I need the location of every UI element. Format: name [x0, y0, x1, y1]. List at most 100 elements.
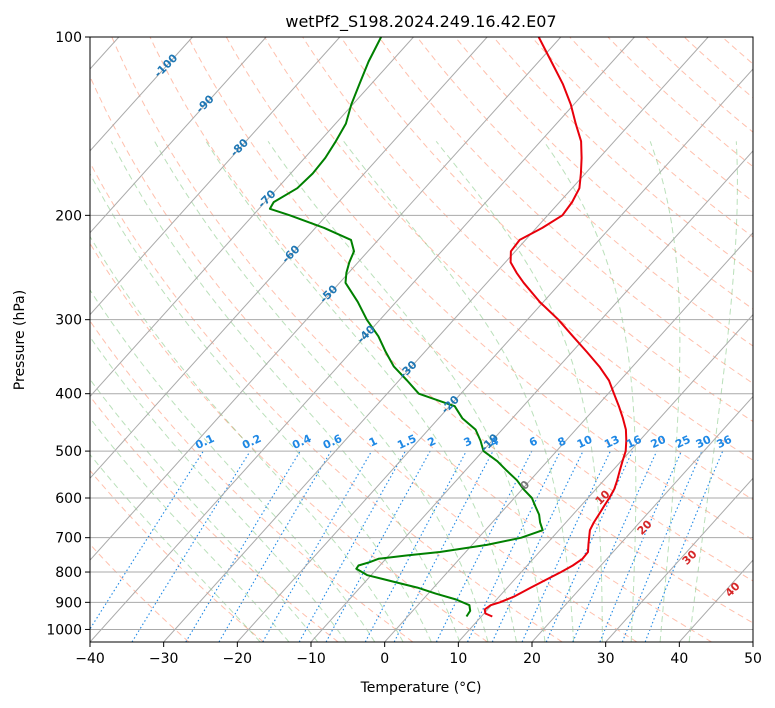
moist-adiabat: [543, 141, 637, 642]
isotherm-line: [752, 641, 753, 642]
y-tick-label: 800: [55, 565, 82, 581]
isotherm-line: [531, 395, 753, 642]
isotherm-line: [90, 37, 267, 234]
x-tick-label: 20: [523, 651, 541, 667]
mixing-ratio-label: 8: [556, 434, 568, 449]
x-axis-label: Temperature (°C): [360, 680, 482, 696]
mixing-ratio-line: [131, 450, 251, 642]
mixing-ratio-label: 1: [367, 434, 379, 449]
isotherm-line: [90, 37, 414, 398]
isotherm-line: [163, 37, 709, 642]
isotherm-line: [457, 313, 753, 642]
mixing-ratio-line: [621, 450, 703, 642]
moist-adiabat: [154, 141, 489, 642]
moist-adiabat: [90, 417, 290, 642]
isotherm-line: [236, 68, 753, 642]
y-tick-label: 500: [55, 444, 82, 460]
x-tick-label: 50: [744, 651, 762, 667]
mixing-ratio-line: [435, 450, 533, 642]
mixing-ratio-line: [185, 450, 301, 642]
y-tick-label: 300: [55, 313, 82, 329]
mixing-ratio-label: 13: [602, 433, 621, 451]
chart-title: wetPf2_S198.2024.249.16.42.E07: [285, 12, 556, 32]
moist-adiabat: [267, 141, 546, 642]
moist-adiabat: [90, 235, 404, 642]
mixing-ratio-line: [491, 450, 584, 642]
x-axis: −40 −30 −20 −10 0 10 20 30 40 50: [75, 642, 762, 667]
moist-adiabat: [90, 378, 319, 642]
dry-adiabat: [454, 37, 753, 310]
mixing-ratio-label: 16: [624, 433, 644, 451]
isotherm-line: [90, 37, 635, 642]
dry-adiabat: [531, 37, 753, 238]
mixing-ratio-line: [644, 450, 724, 642]
isotherm-line: [90, 37, 341, 316]
mixing-ratio-label: 3: [462, 434, 474, 449]
mixing-ratio-line: [90, 450, 204, 630]
y-tick-label: 400: [55, 387, 82, 403]
background-lines: [90, 37, 775, 642]
mixing-ratio-label: 20: [649, 433, 669, 451]
dry-adiabat: [493, 37, 753, 274]
dewpoint-line: [268, 37, 544, 618]
mixing-ratio-line: [364, 450, 467, 642]
x-tick-label: 30: [597, 651, 615, 667]
mixing-ratio-label: 1.5: [395, 432, 418, 452]
x-tick-label: −10: [296, 651, 326, 667]
isotherm-line: [384, 231, 753, 642]
mixing-ratio-label: 10: [575, 433, 595, 451]
mixing-ratio-line: [298, 450, 406, 642]
y-tick-label: 600: [55, 491, 82, 507]
mixing-ratio-label: 30: [694, 433, 714, 451]
mixing-ratio-label: 0.6: [321, 432, 344, 452]
y-tick-label: 200: [55, 208, 82, 224]
y-axis: 100 200 300 400 500 600 700 800 900 1000: [46, 30, 90, 638]
mixing-ratio-label: 0.4: [290, 432, 313, 452]
isotherm-line: [90, 37, 562, 561]
dry-adiabat: [90, 469, 264, 642]
x-tick-label: 10: [449, 651, 467, 667]
moist-adiabat: [649, 141, 681, 642]
mixing-ratio-label: 25: [673, 433, 692, 451]
x-tick-label: 0: [380, 651, 389, 667]
dry-adiabat: [416, 37, 753, 347]
dry-adiabat: [90, 161, 563, 642]
moist-adiabat-label: 10: [593, 487, 613, 507]
moist-adiabat-label: 40: [723, 579, 743, 599]
x-tick-label: −30: [149, 651, 179, 667]
y-tick-label: 100: [55, 30, 82, 46]
moist-adiabat: [435, 140, 603, 642]
isotherm-line: [90, 37, 193, 152]
mixing-ratio-line: [325, 450, 431, 642]
isotherm-line: [310, 150, 753, 642]
mixing-ratio-label: 2: [426, 434, 438, 449]
y-axis-label: Pressure (hPa): [12, 290, 28, 390]
mixing-ratio-line: [545, 450, 633, 642]
dry-adiabat: [90, 543, 190, 642]
data-series: [268, 37, 628, 618]
dry-adiabat: [645, 37, 753, 133]
dry-adiabat: [264, 37, 753, 501]
moist-adiabat: [110, 141, 461, 642]
mixing-ratio-line: [572, 450, 658, 642]
dry-adiabat: [90, 395, 339, 642]
moist-adiabat-label: 30: [680, 547, 700, 567]
mixing-ratio-label: 0.2: [240, 432, 263, 452]
plot-frame: [89, 36, 754, 643]
dry-adiabat: [90, 242, 488, 642]
x-tick-label: −20: [223, 651, 253, 667]
moist-adiabat-label: 20: [635, 517, 655, 537]
isotherm-line: [90, 37, 488, 480]
mixing-ratio-label: 36: [715, 433, 735, 451]
dry-adiabat: [149, 37, 753, 624]
x-tick-label: 40: [670, 651, 688, 667]
y-tick-label: 900: [55, 595, 82, 611]
y-tick-label: 1000: [46, 622, 82, 638]
y-tick-label: 700: [55, 531, 82, 547]
mixing-ratio-line: [599, 450, 682, 642]
x-tick-label: −40: [75, 651, 105, 667]
dry-adiabat: [761, 37, 775, 642]
dry-adiabat: [683, 37, 753, 99]
temperature-line: [483, 37, 628, 618]
